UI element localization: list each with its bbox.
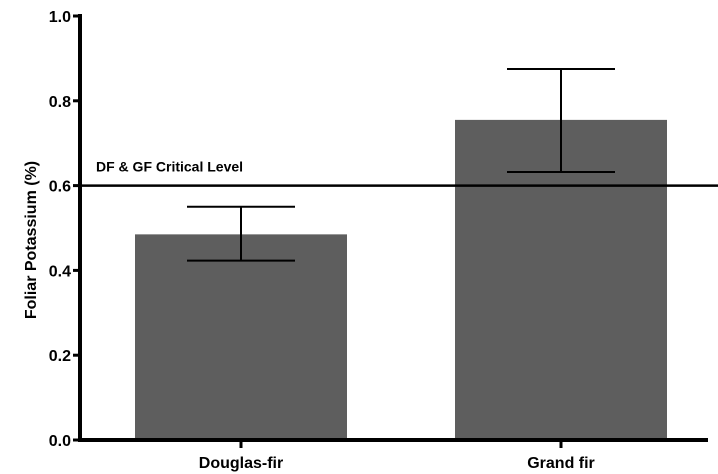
labels-layer: 0.0 0.2 0.4 0.6 0.8 1.0 Douglas-fir Grand fir (49, 9, 595, 472)
bar-douglas-fir (135, 234, 347, 440)
y-tick-label: 0.8 (49, 94, 71, 111)
y-tick-label: 0.0 (49, 433, 71, 450)
bar-grand-fir (455, 119, 667, 440)
reference-line-label: DF & GF Critical Level (96, 159, 243, 175)
x-tick-label: Douglas-fir (199, 455, 283, 472)
axes-layer (73, 14, 708, 448)
bars-layer (135, 119, 667, 440)
error-bars-layer (187, 68, 615, 262)
y-tick-label: 0.2 (49, 348, 71, 365)
y-tick-label: 0.4 (49, 263, 71, 280)
y-tick-label: 1.0 (49, 9, 71, 26)
x-tick-label: Grand fir (527, 455, 595, 472)
y-axis-title: Foliar Potassium (%) (23, 161, 40, 319)
y-tick-label: 0.6 (49, 179, 71, 196)
